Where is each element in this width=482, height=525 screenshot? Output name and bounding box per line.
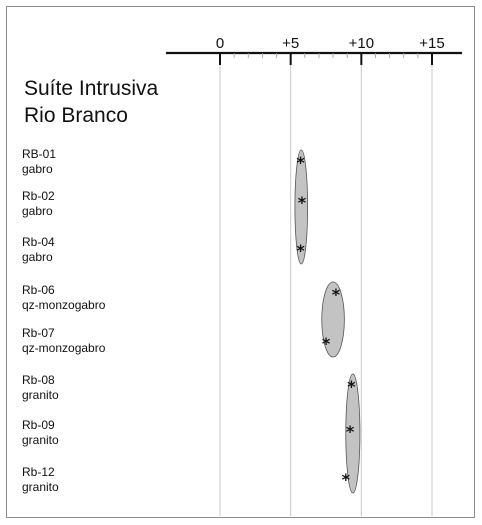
x-tick-label: +5 (282, 35, 299, 52)
chart-title-line-1: Suíte Intrusiva (24, 77, 159, 100)
data-point-star: * (346, 422, 355, 441)
data-point-star: * (322, 334, 331, 353)
sample-id-label: RB-01 (22, 147, 56, 161)
data-point-star: * (347, 377, 356, 396)
sample-rock-label: gabro (22, 204, 53, 218)
x-tick-label: +10 (349, 35, 374, 52)
chart-title-line-2: Rio Branco (24, 104, 128, 127)
sample-id-label: Rb-02 (22, 189, 55, 203)
sample-rock-label: granito (22, 388, 59, 402)
data-point-star: * (296, 241, 305, 260)
sample-rock-label: qz-monzogabro (22, 341, 106, 355)
sample-id-label: Rb-07 (22, 326, 55, 340)
x-tick-label: +15 (419, 35, 444, 52)
group-ellipse (345, 373, 361, 494)
sample-id-label: Rb-06 (22, 283, 55, 297)
sample-rock-label: gabro (22, 162, 53, 176)
sample-rock-label: granito (22, 480, 59, 494)
sample-rock-label: gabro (22, 250, 53, 264)
data-point-star: * (296, 153, 305, 172)
data-point-star: * (332, 285, 341, 304)
x-tick-label: 0 (216, 35, 224, 52)
group-ellipse (294, 149, 309, 265)
sample-rock-label: granito (22, 433, 59, 447)
sample-rock-label: qz-monzogabro (22, 298, 106, 312)
group-ellipse (321, 281, 345, 358)
sample-id-label: Rb-08 (22, 373, 55, 387)
data-point-star: * (342, 470, 351, 489)
chart-frame (6, 6, 475, 518)
sample-id-label: Rb-04 (22, 235, 55, 249)
sample-id-label: Rb-12 (22, 465, 55, 479)
sample-id-label: Rb-09 (22, 418, 55, 432)
data-point-star: * (298, 193, 307, 212)
